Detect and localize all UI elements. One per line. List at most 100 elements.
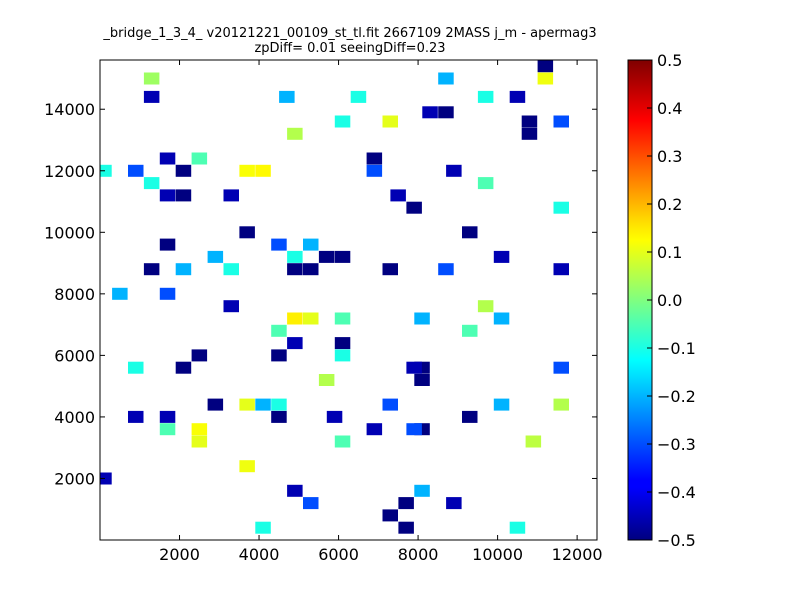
heatmap-cell [159,189,176,202]
heatmap-cell [382,263,398,276]
heatmap-cell [390,189,406,202]
heatmap-cell [326,410,343,423]
heatmap-cell [143,72,160,85]
heatmap-cell [175,263,192,276]
plot-area: 2000 4000 6000 8000 10000 12000 2000 4000 6000 8… [44,59,603,564]
heatmap-cell [143,90,160,103]
heatmap-cell [366,164,383,177]
x-tick-label: 8000 [398,545,439,564]
heatmap-cell [191,435,208,448]
colorbar-tick-label: 0.1 [657,243,682,262]
y-tick-label: 8000 [54,285,95,304]
heatmap-cell [521,127,538,140]
x-tick-label: 4000 [239,545,280,564]
heatmap-cell [350,90,367,103]
heatmap-cell [493,250,510,263]
heatmap-cell [398,521,414,534]
heatmap-cell [143,177,160,190]
heatmap-cell [223,263,239,276]
heatmap-cell [112,287,128,300]
heatmap-cell [143,263,160,276]
heatmap-cell [462,410,478,423]
y-tick-label: 2000 [54,469,95,488]
plot-frame [99,59,598,541]
colorbar: −0.5 −0.4 −0.3 −0.2 −0.1 0.0 0.1 0.2 0.3 0.4 0.5 [627,51,696,550]
heatmap-cell [406,423,422,436]
colorbar-tick-label: 0.0 [657,291,682,310]
heatmap-cell [334,250,351,263]
heatmap-cell [318,250,335,263]
heatmap-cell [509,90,526,103]
heatmap-cells [100,60,569,534]
colorbar-tick-label: −0.5 [657,531,696,550]
heatmap-cell [318,374,335,386]
heatmap-cell [159,423,176,436]
heatmap-cell [537,60,554,73]
heatmap-cell [128,410,144,423]
colorbar-tick-label: −0.4 [657,483,696,502]
heatmap-cell [287,263,303,276]
heatmap-cell [175,189,192,202]
heatmap-cell [477,300,494,313]
colorbar-tick-label: −0.3 [657,435,696,454]
y-tick-label: 14000 [44,100,95,119]
colorbar-tick-label: 0.2 [657,195,682,214]
heatmap-cell [414,484,430,497]
heatmap-cell [287,337,303,350]
heatmap-cell [255,521,271,534]
heatmap-cell [271,349,287,362]
heatmap-cell [525,435,542,448]
heatmap-cell [406,361,422,374]
heatmap-cell [191,152,208,165]
heatmap-cell [239,226,255,239]
heatmap-cell [303,263,319,276]
heatmap-cell [553,115,569,128]
heatmap-cell [100,164,112,177]
heatmap-cell [382,115,398,128]
heatmap-cell [271,238,287,251]
heatmap-cell [239,460,255,473]
heatmap-cell [334,115,351,128]
heatmap-cell [207,398,224,411]
x-tick-label: 12000 [552,545,603,564]
heatmap-cell [191,349,208,362]
heatmap-cell [382,509,398,522]
heatmap-cell [477,177,494,190]
heatmap-cell [414,312,430,325]
heatmap-cell [422,106,438,119]
colorbar-tick-label: 0.4 [657,99,682,118]
heatmap-cell [159,410,176,423]
heatmap-cell [303,497,319,510]
y-tick-label: 6000 [54,346,95,365]
y-tick-label: 12000 [44,162,95,181]
chart-subtitle: zpDiff= 0.01 seeingDiff=0.23 [254,41,445,56]
heatmap-cell [553,263,569,276]
x-tick-label: 10000 [472,545,523,564]
heatmap-cell [303,312,319,325]
heatmap-cell [255,164,271,177]
heatmap-cell [521,115,538,128]
heatmap-cell [279,90,295,103]
heatmap-cell [398,497,414,510]
heatmap-cell [334,337,351,350]
y-tick-label: 10000 [44,223,95,242]
heatmap-cell [303,238,319,251]
heatmap-cell [406,201,422,214]
heatmap-cell [366,152,383,165]
heatmap-cell [462,324,478,337]
heatmap-cell [287,312,303,325]
colorbar-tick-label: 0.5 [657,51,682,70]
heatmap-cell [509,521,526,534]
heatmap-cell [334,312,351,325]
heatmap-cell [493,312,510,325]
heatmap-cell [493,398,510,411]
x-axis: 2000 4000 6000 8000 10000 12000 [159,60,603,564]
x-tick-label: 2000 [159,545,200,564]
heatmap-cell [128,361,144,374]
heatmap-cell [553,398,569,411]
heatmap-cell [255,398,271,411]
x-tick-label: 6000 [318,545,359,564]
heatmap-cell [239,164,255,177]
heatmap-cell [128,164,144,177]
y-axis: 2000 4000 6000 8000 10000 12000 14000 [44,100,597,488]
